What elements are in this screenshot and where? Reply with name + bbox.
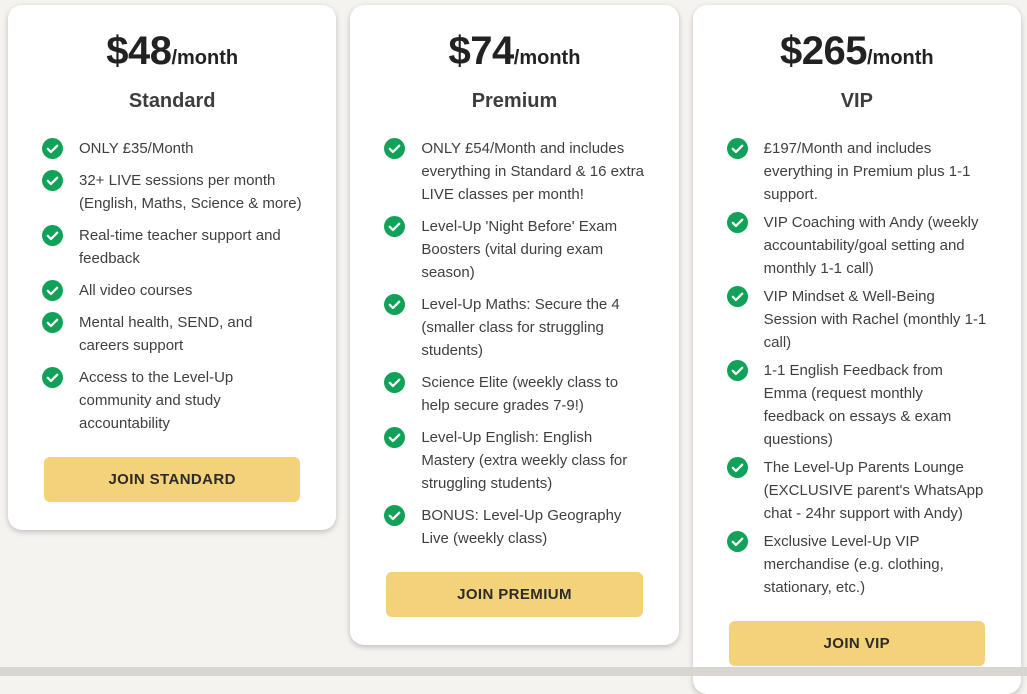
check-icon bbox=[384, 427, 406, 448]
check-icon bbox=[42, 280, 63, 301]
check-icon bbox=[384, 294, 406, 315]
feature-item: VIP Coaching with Andy (weekly accountab… bbox=[726, 211, 987, 280]
feature-item: Mental health, SEND, and careers support bbox=[42, 311, 302, 357]
check-icon bbox=[42, 367, 63, 388]
plan-price-amount: $74 bbox=[448, 29, 515, 73]
pricing-card-vip: $265/month VIP £197/Month and includes e… bbox=[692, 5, 1021, 694]
join-premium-button[interactable]: JOIN PREMIUM bbox=[386, 572, 643, 617]
join-standard-button[interactable]: JOIN STANDARD bbox=[44, 457, 301, 502]
feature-item: ONLY £54/Month and includes everything i… bbox=[384, 137, 644, 206]
feature-item: 1-1 English Feedback from Emma (request … bbox=[726, 359, 987, 451]
plan-name: Standard bbox=[128, 90, 216, 112]
check-icon bbox=[42, 138, 63, 159]
plan-price-amount: $265 bbox=[780, 29, 867, 73]
feature-list: ONLY £54/Month and includes everything i… bbox=[384, 137, 644, 550]
check-icon bbox=[726, 531, 748, 552]
feature-text: BONUS: Level-Up Geography Live (weekly c… bbox=[421, 507, 622, 547]
plan-name: VIP bbox=[840, 90, 873, 112]
feature-text: VIP Mindset & Well-Being Session with Ra… bbox=[763, 288, 987, 351]
feature-item: Level-Up 'Night Before' Exam Boosters (v… bbox=[384, 215, 644, 284]
feature-text: All video courses bbox=[79, 282, 193, 299]
feature-text: 1-1 English Feedback from Emma (request … bbox=[763, 362, 952, 448]
feature-list: ONLY £35/Month 32+ LIVE sessions per mon… bbox=[42, 137, 302, 435]
feature-text: ONLY £35/Month bbox=[79, 140, 194, 157]
plan-price-period: /month bbox=[171, 47, 239, 69]
check-icon bbox=[726, 360, 748, 381]
check-icon bbox=[42, 170, 63, 191]
bottom-section-divider bbox=[0, 667, 1027, 676]
feature-item: Level-Up Maths: Secure the 4 (smaller cl… bbox=[384, 293, 644, 362]
feature-text: 32+ LIVE sessions per month (English, Ma… bbox=[79, 172, 302, 212]
check-icon bbox=[384, 505, 406, 526]
plan-name: Premium bbox=[471, 90, 558, 112]
feature-item: VIP Mindset & Well-Being Session with Ra… bbox=[726, 285, 987, 354]
check-icon bbox=[726, 138, 748, 159]
pricing-card-premium: $74/month Premium ONLY £54/Month and inc… bbox=[350, 5, 679, 645]
check-icon bbox=[42, 312, 63, 333]
plan-price-period: /month bbox=[866, 47, 934, 69]
feature-text: Level-Up English: English Mastery (extra… bbox=[421, 429, 628, 492]
check-icon bbox=[726, 212, 748, 233]
feature-item: 32+ LIVE sessions per month (English, Ma… bbox=[42, 169, 302, 215]
check-icon bbox=[726, 286, 748, 307]
feature-text: The Level-Up Parents Lounge (EXCLUSIVE p… bbox=[763, 459, 984, 522]
feature-text: Real-time teacher support and feedback bbox=[79, 227, 281, 267]
plan-price: $74/month bbox=[384, 29, 644, 74]
pricing-card-standard: $48/month Standard ONLY £35/Month 32+ LI… bbox=[8, 5, 337, 530]
feature-text: ONLY £54/Month and includes everything i… bbox=[421, 140, 644, 203]
feature-text: Access to the Level-Up community and stu… bbox=[79, 369, 234, 432]
feature-item: Real-time teacher support and feedback bbox=[42, 224, 302, 270]
feature-item: Level-Up English: English Mastery (extra… bbox=[384, 426, 644, 495]
feature-item: All video courses bbox=[42, 279, 302, 302]
plan-price: $265/month bbox=[727, 29, 987, 74]
plan-price-period: /month bbox=[513, 47, 581, 69]
feature-item: BONUS: Level-Up Geography Live (weekly c… bbox=[384, 504, 644, 550]
feature-item: Access to the Level-Up community and stu… bbox=[42, 366, 302, 435]
feature-text: Level-Up Maths: Secure the 4 (smaller cl… bbox=[421, 296, 620, 359]
check-icon bbox=[384, 372, 406, 393]
feature-item: £197/Month and includes everything in Pr… bbox=[726, 137, 987, 206]
plan-price-amount: $48 bbox=[106, 29, 172, 73]
feature-text: Science Elite (weekly class to help secu… bbox=[421, 374, 619, 414]
check-icon bbox=[42, 225, 63, 246]
check-icon bbox=[384, 216, 406, 237]
feature-text: Exclusive Level-Up VIP merchandise (e.g.… bbox=[763, 533, 944, 596]
feature-text: Mental health, SEND, and careers support bbox=[79, 314, 253, 354]
feature-item: The Level-Up Parents Lounge (EXCLUSIVE p… bbox=[726, 456, 987, 525]
plan-price: $48/month bbox=[42, 29, 302, 74]
feature-text: Level-Up 'Night Before' Exam Boosters (v… bbox=[421, 218, 618, 281]
feature-item: Exclusive Level-Up VIP merchandise (e.g.… bbox=[726, 530, 987, 599]
feature-list: £197/Month and includes everything in Pr… bbox=[726, 137, 987, 599]
check-icon bbox=[384, 138, 406, 159]
feature-item: ONLY £35/Month bbox=[42, 137, 302, 160]
check-icon bbox=[726, 457, 748, 478]
feature-text: £197/Month and includes everything in Pr… bbox=[763, 140, 971, 203]
join-vip-button[interactable]: JOIN VIP bbox=[728, 621, 985, 666]
feature-item: Science Elite (weekly class to help secu… bbox=[384, 371, 644, 417]
feature-text: VIP Coaching with Andy (weekly accountab… bbox=[763, 214, 979, 277]
